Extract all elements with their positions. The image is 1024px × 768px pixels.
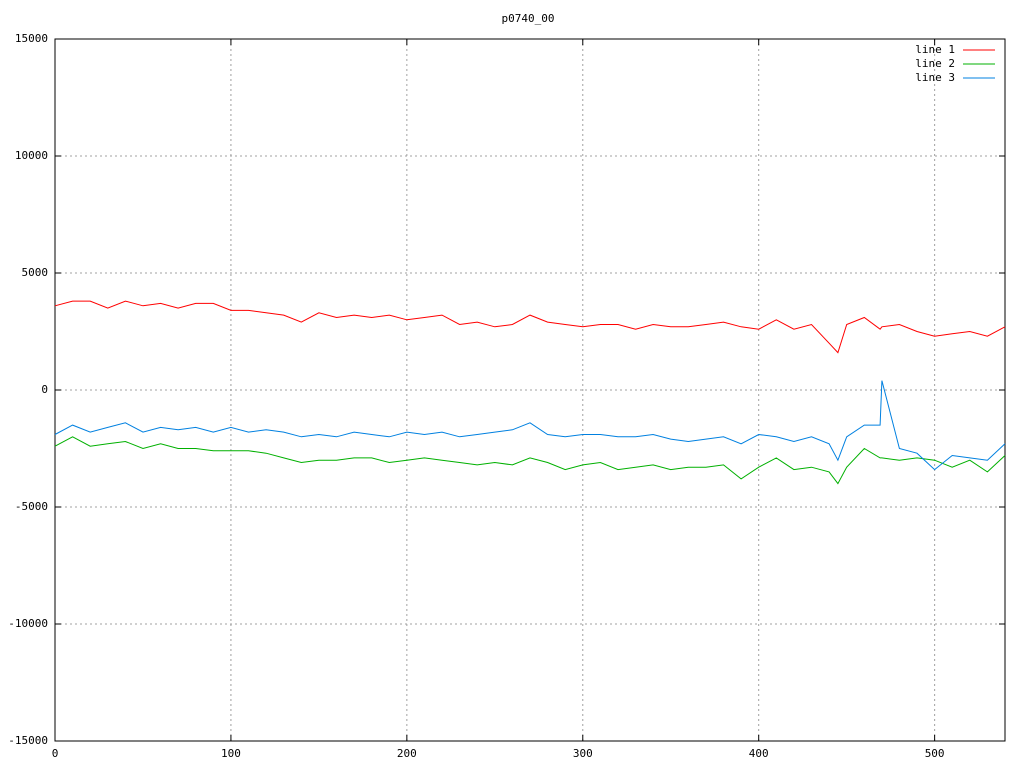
y-tick-label: -5000 (15, 500, 48, 513)
x-tick-label: 0 (52, 747, 59, 760)
y-tick-label: -15000 (8, 734, 48, 747)
legend-label: line 2 (915, 57, 955, 70)
x-tick-label: 300 (573, 747, 593, 760)
y-tick-label: 0 (41, 383, 48, 396)
x-tick-label: 200 (397, 747, 417, 760)
data-line (54, 436, 1006, 485)
x-tick-label: 500 (925, 747, 945, 760)
data-line (54, 300, 1006, 354)
y-tick-label: 15000 (15, 32, 48, 45)
x-tick-label: 100 (221, 747, 241, 760)
chart-title: p0740_00 (502, 12, 555, 25)
data-line (54, 380, 1006, 471)
y-tick-label: -10000 (8, 617, 48, 630)
legend-label: line 3 (915, 71, 955, 84)
legend-label: line 1 (915, 43, 955, 56)
y-tick-label: 10000 (15, 149, 48, 162)
x-tick-label: 400 (749, 747, 769, 760)
plot-frame (54, 38, 1006, 742)
y-tick-label: 5000 (22, 266, 49, 279)
